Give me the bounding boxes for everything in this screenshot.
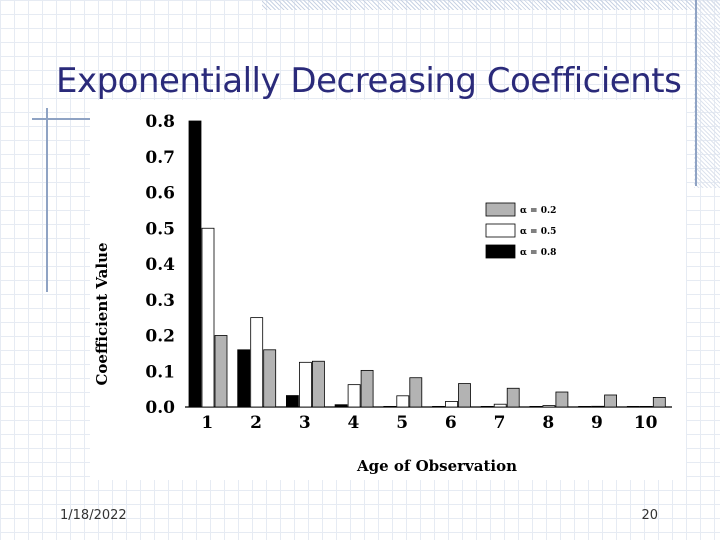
x-tick-label: 5 — [396, 413, 408, 433]
bar — [383, 405, 397, 408]
x-tick-label: 1 — [201, 413, 213, 433]
bar — [493, 403, 507, 408]
decorative-left-hline — [32, 118, 90, 120]
legend-swatch — [485, 223, 516, 238]
y-tick-label: 0.4 — [145, 255, 175, 275]
bar — [445, 401, 458, 408]
bar — [237, 349, 251, 408]
y-tick-label: 0.0 — [145, 398, 175, 418]
bar — [458, 383, 471, 408]
bar-chart: 0.0 0.1 0.2 0.3 0.4 0.5 0.6 0.7 0.8 1 2 3 4 5 6 7 8 9 10 α… — [93, 112, 672, 475]
decorative-right-line — [695, 0, 697, 186]
x-tick-label: 4 — [348, 413, 360, 433]
y-tick-label: 0.2 — [145, 327, 175, 347]
bar — [542, 405, 556, 408]
x-tick-label: 10 — [634, 413, 658, 433]
bar — [201, 227, 215, 408]
bar — [480, 405, 494, 408]
legend-label: α = 0.2 — [520, 206, 556, 216]
decorative-side-band — [694, 0, 720, 188]
x-tick-label: 7 — [494, 413, 506, 433]
x-tick-label: 2 — [250, 413, 262, 433]
bar — [529, 405, 543, 408]
bar — [285, 395, 299, 408]
bar — [639, 405, 653, 408]
bar — [591, 405, 605, 408]
chart-bars — [188, 120, 666, 408]
chart-axes: 0.0 0.1 0.2 0.3 0.4 0.5 0.6 0.7 0.8 1 2 3 4 5 6 7 8 9 10 — [145, 112, 672, 433]
slide-page-number: 20 — [641, 508, 658, 523]
y-axis-label: Coefficient Value — [93, 242, 111, 385]
bar — [604, 394, 617, 408]
legend-label: α = 0.5 — [520, 227, 556, 237]
bar — [214, 335, 228, 408]
y-tick-label: 0.5 — [145, 219, 175, 239]
y-tick-label: 0.8 — [145, 112, 175, 132]
bar — [652, 397, 666, 408]
bar — [626, 405, 640, 408]
bar — [578, 405, 592, 408]
bar — [263, 349, 277, 408]
bar — [555, 391, 569, 408]
chart-area: 0.0 0.1 0.2 0.3 0.4 0.5 0.6 0.7 0.8 1 2 3 4 5 6 7 8 9 10 α… — [90, 100, 686, 480]
x-tick-label: 9 — [591, 413, 603, 433]
decorative-left-line — [46, 108, 48, 292]
bar — [188, 120, 202, 408]
bar — [396, 395, 410, 408]
bar — [250, 317, 264, 408]
bar — [298, 361, 312, 408]
y-tick-label: 0.3 — [145, 291, 175, 311]
legend-swatch — [485, 244, 516, 259]
bar — [409, 377, 423, 408]
bar — [334, 404, 348, 408]
bar — [347, 384, 361, 408]
y-tick-label: 0.6 — [145, 184, 175, 204]
decorative-top-band — [262, 0, 720, 10]
x-tick-label: 3 — [299, 413, 311, 433]
slide-date: 1/18/2022 — [60, 508, 127, 523]
slide-title: Exponentially Decreasing Coefficients — [56, 60, 682, 101]
legend-label: α = 0.8 — [520, 248, 556, 258]
legend-swatch — [485, 202, 516, 217]
bar — [506, 387, 520, 408]
chart-legend: α = 0.2 α = 0.5 α = 0.8 — [485, 202, 556, 259]
y-tick-label: 0.7 — [145, 148, 175, 168]
x-tick-label: 6 — [445, 413, 457, 433]
bar — [432, 405, 445, 408]
x-tick-label: 8 — [542, 413, 554, 433]
x-axis-label: Age of Observation — [356, 457, 517, 475]
bar — [311, 360, 325, 408]
y-tick-label: 0.1 — [145, 362, 175, 382]
bar — [360, 369, 374, 408]
